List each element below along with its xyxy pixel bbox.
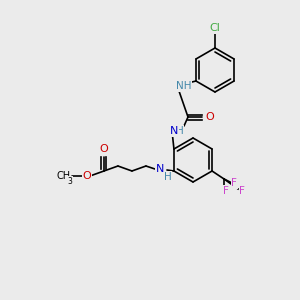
Text: O: O xyxy=(82,171,91,181)
Text: H: H xyxy=(176,126,184,136)
Text: 3: 3 xyxy=(68,176,72,185)
Text: F: F xyxy=(223,186,229,196)
Text: N: N xyxy=(170,126,178,136)
Text: Cl: Cl xyxy=(210,23,220,33)
Text: O: O xyxy=(100,144,108,154)
Text: F: F xyxy=(231,178,237,188)
Text: H: H xyxy=(164,172,172,182)
Text: NH: NH xyxy=(176,81,192,91)
Text: CH: CH xyxy=(57,171,71,181)
Text: N: N xyxy=(156,164,164,174)
Text: O: O xyxy=(206,112,214,122)
Text: F: F xyxy=(239,186,245,196)
